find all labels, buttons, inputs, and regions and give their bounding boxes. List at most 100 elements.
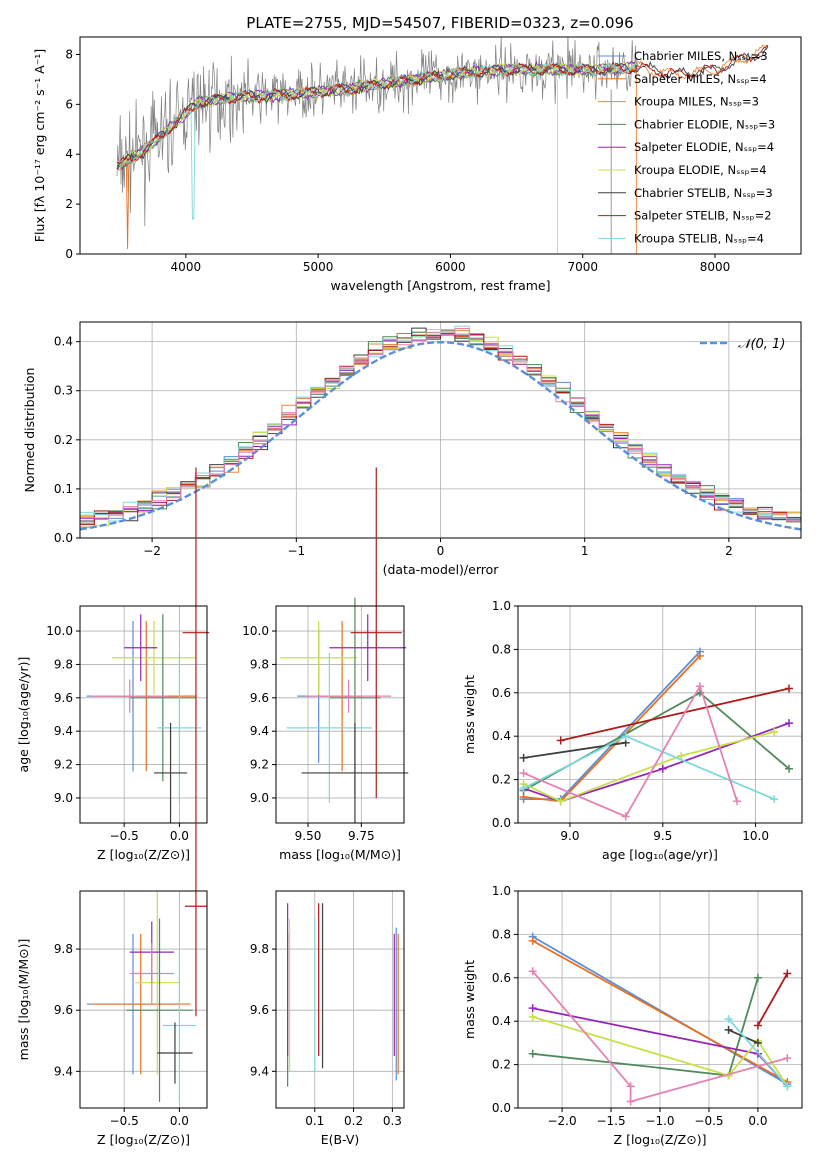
age_vs_Z-axes: −0.5 0.0 9.0 9.2 9.4 9.6 9.8 10.0 Z [log₁₀(Z/Z⊙)… xyxy=(16,606,207,862)
y-tick-label: 4 xyxy=(65,147,73,161)
y-tick-label: 9.4 xyxy=(250,724,269,738)
spectrum-legend: Chabrier MILES, Nₛₛₚ=3 Salpeter MILES, Nₛ… xyxy=(598,49,775,245)
y-tick-label: 1.0 xyxy=(492,599,511,613)
axes-frame xyxy=(79,36,802,255)
x-axis-label: Z [log₁₀(Z/Z⊙)] xyxy=(97,1132,190,1147)
spectrum-lines xyxy=(116,37,769,254)
weight-line-chabrier_miles xyxy=(523,650,701,800)
residuals-axes: −2 −1 0 1 2 0.0 0.1 0.2 0.3 0.4 (data-model)/error… xyxy=(22,322,801,577)
weight-marker xyxy=(528,936,537,945)
x-tick-label: 9.75 xyxy=(348,829,375,843)
legend-label: 𝒩(0, 1) xyxy=(738,337,785,352)
weight-line-pink xyxy=(532,970,788,1103)
y-tick-label: 0.0 xyxy=(492,816,511,830)
weight-marker xyxy=(519,753,528,762)
y-tick-label: 9.6 xyxy=(54,691,73,705)
x-tick-label: 7000 xyxy=(567,260,598,274)
x-axis-label: Z [log₁₀(Z/Z⊙)] xyxy=(97,847,190,862)
y-axis-label: mass [log₁₀(M/M⊙)] xyxy=(16,939,31,1061)
x-tick-label: −1.0 xyxy=(645,1114,674,1128)
x-tick-label: 0.2 xyxy=(344,1114,363,1128)
weight-line-salpeter_elodie xyxy=(523,722,790,803)
weight-marker xyxy=(677,751,686,760)
x-tick-label: 8000 xyxy=(700,260,731,274)
x-tick-label: −1 xyxy=(287,544,305,558)
weight-marker xyxy=(556,736,565,745)
weight-line-kroupa_elodie xyxy=(523,731,775,803)
y-tick-label: 0.6 xyxy=(492,971,511,985)
x-axis-label: Z [log₁₀(Z/Z⊙)] xyxy=(614,1132,707,1147)
histogram-step-kroupa_stelib xyxy=(80,325,801,522)
weight-marker xyxy=(519,769,528,778)
weight-marker xyxy=(753,973,762,982)
y-axis-label: mass weight xyxy=(462,960,477,1039)
legend-label: Chabrier ELODIE, Nₛₛₚ=3 xyxy=(634,117,775,131)
legend-label: Chabrier STELIB, Nₛₛₚ=3 xyxy=(634,186,773,200)
y-tick-label: 6 xyxy=(65,97,73,111)
y-tick-label: 10.0 xyxy=(46,624,73,638)
y-tick-label: 9.4 xyxy=(54,724,73,738)
histogram-step-salpeter_stelib xyxy=(80,333,801,526)
weight-marker xyxy=(695,651,704,660)
x-tick-label: −0.5 xyxy=(110,829,139,843)
x-tick-label: 0.0 xyxy=(748,1114,767,1128)
y-tick-label: 0.4 xyxy=(492,729,511,743)
y-tick-label: 0.8 xyxy=(492,927,511,941)
legend-label: Salpeter MILES, Nₛₛₚ=4 xyxy=(634,72,767,86)
weight-marker xyxy=(621,732,630,741)
weight-marker xyxy=(519,784,528,793)
spectrum-model-salpeter_miles xyxy=(116,61,639,250)
histogram-step-pink xyxy=(80,328,801,522)
x-tick-label: 4000 xyxy=(171,260,202,274)
axes-frame xyxy=(79,890,208,1109)
y-tick-label: 9.2 xyxy=(54,758,73,772)
axes-frame xyxy=(275,605,405,824)
y-tick-label: 0.4 xyxy=(54,335,73,349)
weight-marker xyxy=(753,1021,762,1030)
weight-line-kroupa_elodie xyxy=(532,1016,789,1087)
y-tick-label: 1.0 xyxy=(492,884,511,898)
weight-marker xyxy=(695,682,704,691)
y-tick-label: 9.6 xyxy=(250,1003,269,1017)
x-axis-label: E(B-V) xyxy=(321,1132,360,1147)
weight-line-salpeter_miles xyxy=(532,940,788,1083)
weight-marker xyxy=(783,1054,792,1063)
axes-frame xyxy=(79,321,802,539)
weight-marker xyxy=(658,764,667,773)
weight-marker xyxy=(783,1082,792,1091)
weight-line-salpeter_stelib xyxy=(560,687,790,742)
weight-marker xyxy=(626,1082,635,1091)
y-tick-label: 0.0 xyxy=(54,531,73,545)
weight-marker xyxy=(528,967,537,976)
weight-line-pink xyxy=(523,684,738,818)
y-tick-label: 0.1 xyxy=(54,482,73,496)
x-axis-label: (data-model)/error xyxy=(383,562,500,577)
y-axis-label: mass weight xyxy=(462,675,477,754)
x-tick-label: 9.0 xyxy=(560,829,579,843)
y-tick-label: 9.8 xyxy=(250,942,269,956)
weight-marker xyxy=(528,1004,537,1013)
y-tick-label: 9.0 xyxy=(250,791,269,805)
x-tick-label: 5000 xyxy=(303,260,334,274)
y-tick-label: 9.8 xyxy=(54,657,73,671)
weight-marker xyxy=(556,797,565,806)
x-tick-label: 9.5 xyxy=(653,829,672,843)
histogram xyxy=(80,325,801,531)
y-tick-label: 9.6 xyxy=(250,691,269,705)
mass_vs_ebv-axes: 0.1 0.2 0.3 9.4 9.6 9.8 E(B-V) xyxy=(250,891,404,1147)
y-tick-label: 9.8 xyxy=(54,942,73,956)
x-tick-label: 6000 xyxy=(435,260,466,274)
weight-marker xyxy=(528,1049,537,1058)
y-tick-label: 10.0 xyxy=(242,624,269,638)
weight-marker xyxy=(783,969,792,978)
x-tick-label: 0 xyxy=(437,544,445,558)
y-axis-label: age [log₁₀(age/yr)] xyxy=(16,657,31,773)
weight-marker xyxy=(770,795,779,804)
y-tick-label: 0.0 xyxy=(492,1101,511,1115)
axes-frame xyxy=(79,605,208,824)
weight-marker xyxy=(770,727,779,736)
legend-label: Salpeter ELODIE, Nₛₛₚ=4 xyxy=(634,140,774,154)
x-tick-label: 0.1 xyxy=(305,1114,324,1128)
legend-label: Kroupa MILES, Nₛₛₚ=3 xyxy=(634,95,759,109)
weight-marker xyxy=(733,797,742,806)
